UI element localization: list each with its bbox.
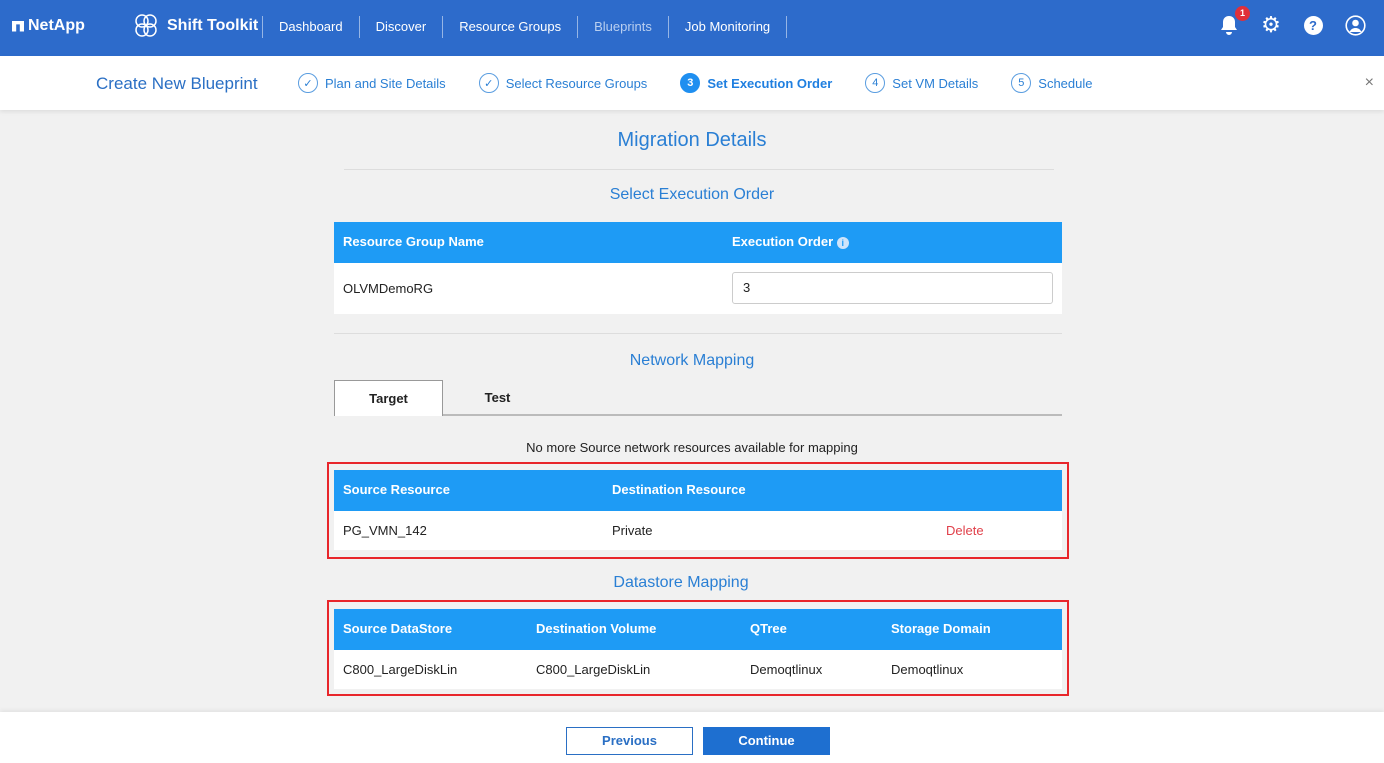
- nav-dashboard[interactable]: Dashboard: [262, 16, 359, 38]
- wizard-footer: Previous Continue: [0, 712, 1384, 763]
- step-set-vm-details[interactable]: 4 Set VM Details: [865, 73, 978, 93]
- close-icon[interactable]: ×: [1364, 74, 1374, 91]
- storage-domain: Demoqtlinux: [891, 662, 964, 677]
- previous-button[interactable]: Previous: [566, 727, 693, 755]
- help-button[interactable]: ?: [1302, 14, 1324, 36]
- main-nav: Dashboard Discover Resource Groups Bluep…: [262, 16, 788, 38]
- step-number: 3: [680, 73, 701, 93]
- step-label: Select Resource Groups: [505, 75, 648, 91]
- network-tabs: Target Test: [334, 380, 1062, 416]
- tab-test[interactable]: Test: [484, 390, 511, 405]
- gear-icon: ⚙: [1261, 12, 1281, 37]
- brand-name: Shift Toolkit: [167, 17, 259, 34]
- page-heading: Migration Details: [617, 129, 767, 151]
- table-header: Source DataStore Destination Volume QTre…: [334, 609, 1062, 650]
- qtree: Demoqtlinux: [750, 662, 823, 677]
- continue-button[interactable]: Continue: [703, 727, 830, 755]
- shift-toolkit-brand[interactable]: Shift Toolkit: [133, 12, 258, 40]
- col-resource-group-name: Resource Group Name: [343, 234, 484, 249]
- nav-resource-groups[interactable]: Resource Groups: [442, 16, 577, 38]
- user-icon: [1344, 14, 1366, 36]
- col-execution-order: Execution Order i: [732, 222, 849, 262]
- step-number: 5: [1011, 73, 1032, 93]
- netapp-logo[interactable]: NetApp: [12, 17, 85, 35]
- notification-badge: 1: [1235, 6, 1250, 21]
- wizard-steps: ✓ Plan and Site Details ✓ Select Resource …: [298, 73, 1093, 93]
- col-storage-domain: Storage Domain: [891, 621, 991, 636]
- step-plan-and-site-details[interactable]: ✓ Plan and Site Details: [298, 73, 446, 93]
- check-icon: ✓: [298, 73, 318, 93]
- divider: [334, 333, 1062, 334]
- notifications-button[interactable]: 1: [1218, 6, 1250, 36]
- resource-group-name: OLVMDemoRG: [343, 281, 434, 296]
- user-profile-button[interactable]: [1344, 14, 1366, 36]
- info-icon[interactable]: i: [836, 236, 849, 249]
- help-icon: ?: [1303, 15, 1323, 35]
- nav-discover[interactable]: Discover: [358, 16, 443, 38]
- step-label: Schedule: [1038, 75, 1093, 91]
- shift-toolkit-icon: [135, 14, 157, 37]
- source-datastore: C800_LargeDiskLin: [343, 662, 458, 677]
- logo-text: NetApp: [28, 17, 85, 34]
- network-mapping-heading: Network Mapping: [629, 352, 755, 369]
- delete-link[interactable]: Delete: [946, 523, 984, 538]
- table-header: Resource Group Name Execution Order i: [334, 222, 1062, 263]
- table-row: C800_LargeDiskLin C800_LargeDiskLin Demo…: [334, 650, 1062, 690]
- netapp-logo-icon: [12, 20, 24, 32]
- col-label: Execution Order: [732, 234, 834, 249]
- highlight-box: [327, 600, 1069, 696]
- tab-target[interactable]: Target: [334, 380, 443, 416]
- col-source-datastore: Source DataStore: [343, 621, 453, 636]
- check-icon: ✓: [478, 73, 499, 93]
- source-resource: PG_VMN_142: [343, 523, 427, 538]
- col-qtree: QTree: [750, 621, 787, 636]
- wizard-header: Create New Blueprint ✓ Plan and Site Deta…: [0, 56, 1384, 110]
- settings-button[interactable]: ⚙: [1260, 12, 1282, 37]
- wizard-title: Create New Blueprint: [96, 74, 258, 93]
- execution-order-input[interactable]: 3: [732, 272, 1053, 304]
- step-select-resource-groups[interactable]: ✓ Select Resource Groups: [478, 73, 648, 93]
- execution-order-table: Resource Group Name Execution Order i OL…: [334, 222, 1062, 314]
- table-row: PG_VMN_142 Private Delete: [334, 511, 1062, 551]
- datastore-mapping-heading: Datastore Mapping: [613, 574, 749, 591]
- nav-job-monitoring[interactable]: Job Monitoring: [667, 16, 788, 38]
- step-schedule[interactable]: 5 Schedule: [1011, 73, 1093, 93]
- step-label: Set VM Details: [892, 75, 979, 91]
- table-row: OLVMDemoRG 3: [334, 263, 1062, 314]
- step-number: 4: [865, 73, 886, 93]
- network-mapping-table: Source Resource Destination Resource PG_…: [334, 470, 1062, 550]
- step-label: Set Execution Order: [707, 75, 833, 91]
- datastore-mapping-table: Source DataStore Destination Volume QTre…: [334, 609, 1062, 689]
- highlight-box: [327, 462, 1069, 559]
- top-nav-bar: NetApp Shift Toolkit Dashboard Discover …: [0, 0, 1384, 56]
- nav-blueprints[interactable]: Blueprints: [577, 16, 668, 38]
- step-set-execution-order[interactable]: 3 Set Execution Order: [680, 73, 832, 93]
- col-source-resource: Source Resource: [343, 482, 450, 497]
- destination-resource: Private: [612, 523, 653, 538]
- col-destination-volume: Destination Volume: [536, 621, 657, 636]
- step-label: Plan and Site Details: [325, 75, 446, 91]
- execution-order-heading: Select Execution Order: [609, 186, 775, 203]
- table-header: Source Resource Destination Resource: [334, 470, 1062, 511]
- divider: [344, 169, 1054, 170]
- network-message: No more Source network resources availab…: [526, 440, 858, 455]
- bell-icon: [1221, 16, 1237, 35]
- col-destination-resource: Destination Resource: [612, 482, 746, 497]
- destination-volume: C800_LargeDiskLin: [536, 662, 651, 677]
